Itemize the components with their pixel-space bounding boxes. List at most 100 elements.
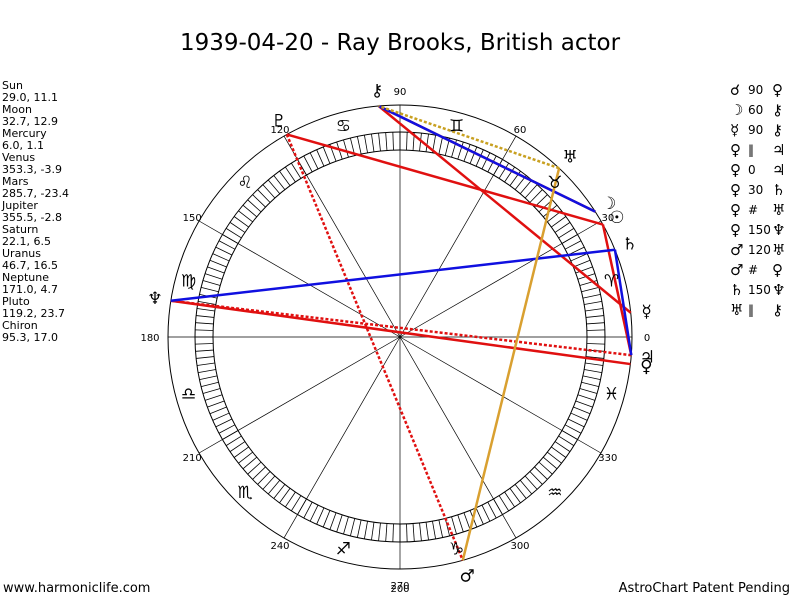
tick-mark — [364, 135, 368, 153]
wheel-rings — [167, 104, 633, 570]
tick-mark — [322, 146, 331, 164]
tick-mark — [215, 418, 233, 428]
spoke-line — [198, 336, 401, 454]
aspect-planet-1: ♄ — [730, 281, 744, 299]
tick-mark — [385, 523, 388, 542]
tick-mark — [207, 266, 225, 274]
planet-glyph: ☽ — [601, 194, 616, 214]
aspect-angle: ‖ — [748, 143, 754, 157]
degree-label: 60 — [514, 125, 527, 136]
tick-mark — [575, 266, 593, 274]
aspect-angle: ‖ — [748, 303, 754, 317]
tick-mark — [303, 155, 313, 173]
tick-mark — [212, 253, 230, 262]
spoke-line — [399, 336, 602, 454]
tick-mark — [438, 519, 444, 538]
planet-coords: 6.0, 1.1 — [2, 139, 44, 152]
tick-mark — [514, 484, 527, 499]
tick-mark — [267, 179, 281, 195]
aspect-angle: 90 — [748, 123, 764, 137]
degree-label: 330 — [598, 453, 617, 464]
tick-mark — [519, 179, 533, 195]
tick-mark — [457, 514, 464, 533]
tick-mark — [554, 441, 571, 452]
zodiac-sign-glyph: ♈ — [604, 271, 619, 291]
tick-mark — [285, 166, 296, 183]
tick-mark — [564, 240, 582, 250]
tick-mark — [356, 136, 362, 155]
tick-mark — [542, 456, 558, 470]
aspect-angle: 150 — [748, 223, 771, 237]
tick-mark — [209, 259, 227, 268]
degree-label: 150 — [183, 213, 202, 224]
tick-mark — [378, 522, 381, 541]
tick-mark — [451, 516, 457, 535]
tick-mark — [229, 441, 246, 452]
tick-mark — [238, 451, 253, 464]
tick-mark — [273, 175, 286, 190]
tick-mark — [200, 381, 219, 387]
tick-mark — [547, 451, 562, 464]
tick-mark — [225, 228, 242, 239]
planet-coords: 355.5, -2.8 — [2, 211, 62, 224]
aspect-angle: # — [748, 203, 759, 217]
aspect-line — [601, 224, 633, 356]
planet-coords: 32.7, 12.9 — [2, 115, 58, 128]
planet-glyph: ☉ — [609, 208, 624, 228]
zodiac-sign-glyph: ♐ — [336, 540, 351, 560]
tick-mark — [218, 424, 236, 434]
tick-mark — [406, 132, 408, 151]
planet-coords: 22.1, 6.5 — [2, 235, 51, 248]
aspect-planet-1: ☿ — [730, 121, 740, 139]
tick-mark — [579, 388, 598, 394]
tick-mark — [406, 523, 408, 542]
aspect-planet-1: ♀ — [730, 201, 741, 219]
tick-mark — [444, 518, 450, 537]
tick-mark — [582, 293, 601, 299]
tick-mark — [225, 435, 242, 446]
tick-mark — [524, 184, 538, 199]
footer-website[interactable]: www.harmoniclife.com — [3, 581, 151, 596]
tick-mark — [585, 356, 604, 359]
aspect-planet-1: ♀ — [730, 221, 741, 239]
tick-mark — [267, 479, 281, 495]
planet-name: Mars — [2, 175, 29, 188]
tick-mark — [504, 491, 515, 508]
planet-coords: 29.0, 11.1 — [2, 91, 58, 104]
aspect-planet-2: ♅ — [772, 241, 786, 259]
planet-glyph: ⚷ — [371, 81, 383, 101]
aspect-lines — [170, 104, 633, 561]
tick-mark — [585, 362, 604, 366]
aspect-planet-2: ⚷ — [772, 101, 783, 119]
tick-mark — [519, 479, 533, 495]
tick-mark — [573, 406, 591, 415]
tick-mark — [316, 149, 325, 167]
aspect-planet-2: ♄ — [772, 181, 786, 199]
tick-mark — [343, 516, 349, 535]
planet-glyph: ♅ — [562, 148, 577, 168]
planet-coords: 353.3, -3.9 — [2, 163, 62, 176]
tick-mark — [425, 133, 429, 152]
tick-mark — [385, 132, 388, 151]
degree-label: 240 — [270, 541, 289, 552]
planet-name: Jupiter — [2, 199, 38, 212]
tick-mark — [257, 189, 271, 203]
tick-mark — [378, 133, 381, 152]
tick-mark — [212, 412, 230, 421]
aspect-line — [377, 105, 632, 314]
planet-coords: 285.7, -23.4 — [2, 187, 69, 200]
aspect-planet-2: ♃ — [772, 161, 786, 179]
zodiac-sign-glyph: ♎ — [181, 385, 196, 405]
planet-glyph: ♃ — [640, 347, 655, 367]
degree-label: 30 — [601, 213, 614, 224]
aspect-line — [378, 104, 560, 170]
tick-mark — [303, 501, 313, 519]
zodiac-sign-glyph: ♏ — [238, 483, 253, 503]
tick-mark — [209, 406, 227, 415]
tick-mark — [257, 471, 271, 485]
tick-mark — [529, 471, 543, 485]
tick-mark — [343, 139, 349, 158]
planet-glyph: ♀ — [640, 357, 652, 377]
aspect-line — [378, 104, 596, 213]
